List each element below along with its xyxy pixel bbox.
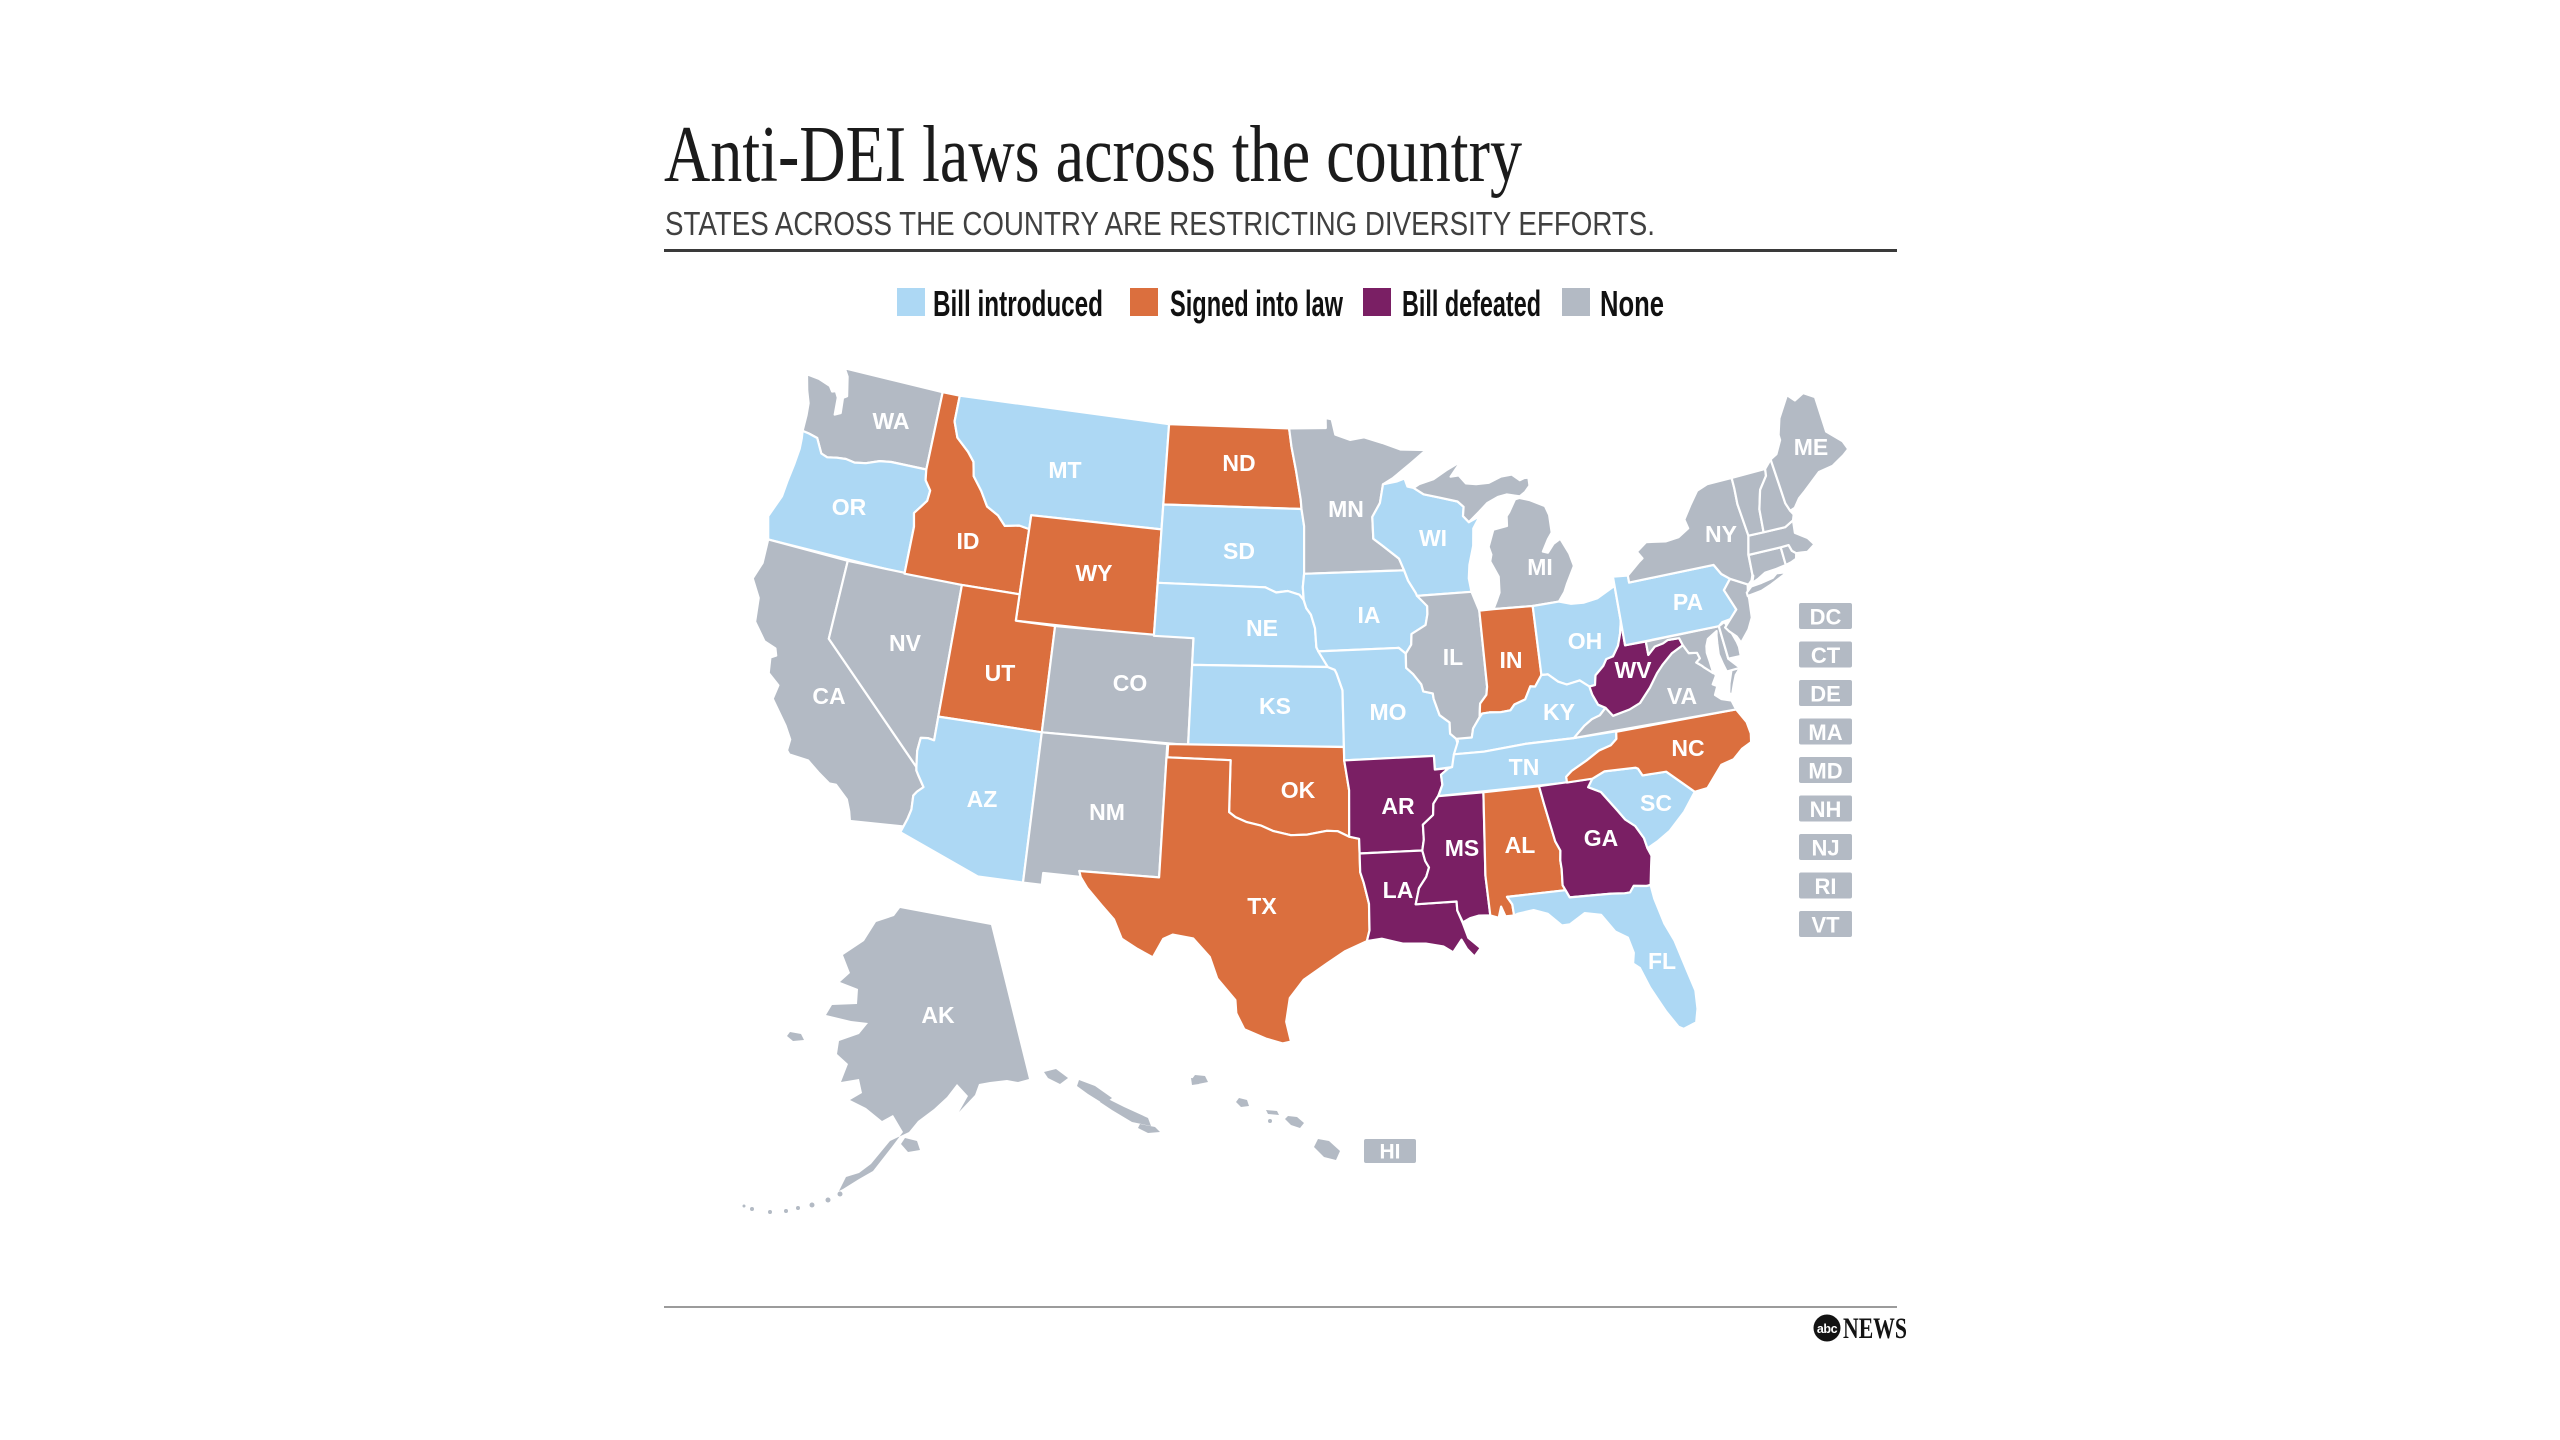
svg-text:Anti-DEI laws across the count: Anti-DEI laws across the country: [664, 109, 1522, 199]
svg-text:WY: WY: [1075, 560, 1112, 586]
svg-text:IL: IL: [1443, 644, 1463, 670]
svg-text:HI: HI: [1380, 1141, 1401, 1164]
svg-text:MS: MS: [1445, 835, 1480, 861]
svg-text:CO: CO: [1113, 670, 1148, 696]
svg-text:CA: CA: [812, 683, 845, 709]
svg-text:MA: MA: [1808, 720, 1842, 745]
svg-text:VT: VT: [1811, 913, 1840, 938]
svg-text:OR: OR: [832, 494, 867, 520]
svg-text:STATES ACROSS THE COUNTRY ARE: STATES ACROSS THE COUNTRY ARE RESTRICTIN…: [665, 205, 1655, 242]
svg-text:MN: MN: [1328, 496, 1364, 522]
svg-text:SD: SD: [1223, 538, 1255, 564]
svg-text:TN: TN: [1509, 754, 1540, 780]
svg-text:ME: ME: [1794, 434, 1829, 460]
svg-text:PA: PA: [1673, 589, 1703, 615]
svg-text:MT: MT: [1048, 457, 1081, 483]
svg-text:NJ: NJ: [1811, 836, 1839, 861]
svg-text:KY: KY: [1543, 699, 1575, 725]
svg-text:SC: SC: [1640, 790, 1672, 816]
svg-text:VA: VA: [1667, 683, 1697, 709]
svg-text:RI: RI: [1815, 874, 1837, 899]
svg-text:ND: ND: [1222, 450, 1255, 476]
svg-text:OK: OK: [1281, 777, 1316, 803]
svg-text:MD: MD: [1808, 759, 1842, 784]
svg-text:TX: TX: [1247, 893, 1277, 919]
svg-text:NV: NV: [889, 630, 922, 656]
svg-text:DC: DC: [1810, 605, 1842, 630]
svg-text:WV: WV: [1614, 657, 1652, 683]
svg-text:abc: abc: [1817, 1322, 1838, 1336]
svg-text:NM: NM: [1089, 799, 1125, 825]
svg-text:AL: AL: [1505, 832, 1536, 858]
svg-text:UT: UT: [985, 660, 1016, 686]
svg-text:NEWS: NEWS: [1843, 1312, 1907, 1345]
svg-text:WA: WA: [872, 408, 909, 434]
svg-text:WI: WI: [1419, 525, 1447, 551]
svg-text:AK: AK: [921, 1002, 955, 1028]
svg-text:IN: IN: [1500, 647, 1523, 673]
svg-text:NC: NC: [1671, 735, 1704, 761]
svg-text:CT: CT: [1811, 643, 1841, 668]
svg-text:Bill introduced: Bill introduced: [933, 283, 1103, 324]
svg-text:Bill defeated: Bill defeated: [1402, 283, 1541, 324]
svg-text:NY: NY: [1705, 521, 1737, 547]
svg-text:DE: DE: [1810, 682, 1841, 707]
svg-text:OH: OH: [1568, 628, 1603, 654]
svg-text:MI: MI: [1527, 554, 1553, 580]
svg-text:None: None: [1600, 283, 1664, 324]
svg-text:NH: NH: [1810, 797, 1842, 822]
svg-text:ID: ID: [957, 528, 980, 554]
svg-text:MO: MO: [1369, 699, 1406, 725]
svg-text:GA: GA: [1584, 825, 1619, 851]
svg-text:KS: KS: [1259, 693, 1291, 719]
svg-text:IA: IA: [1358, 602, 1381, 628]
svg-text:Signed into law: Signed into law: [1170, 283, 1344, 324]
svg-text:LA: LA: [1383, 877, 1414, 903]
svg-text:AR: AR: [1381, 793, 1415, 819]
svg-text:AZ: AZ: [967, 786, 998, 812]
svg-text:FL: FL: [1648, 948, 1676, 974]
svg-text:NE: NE: [1246, 615, 1278, 641]
